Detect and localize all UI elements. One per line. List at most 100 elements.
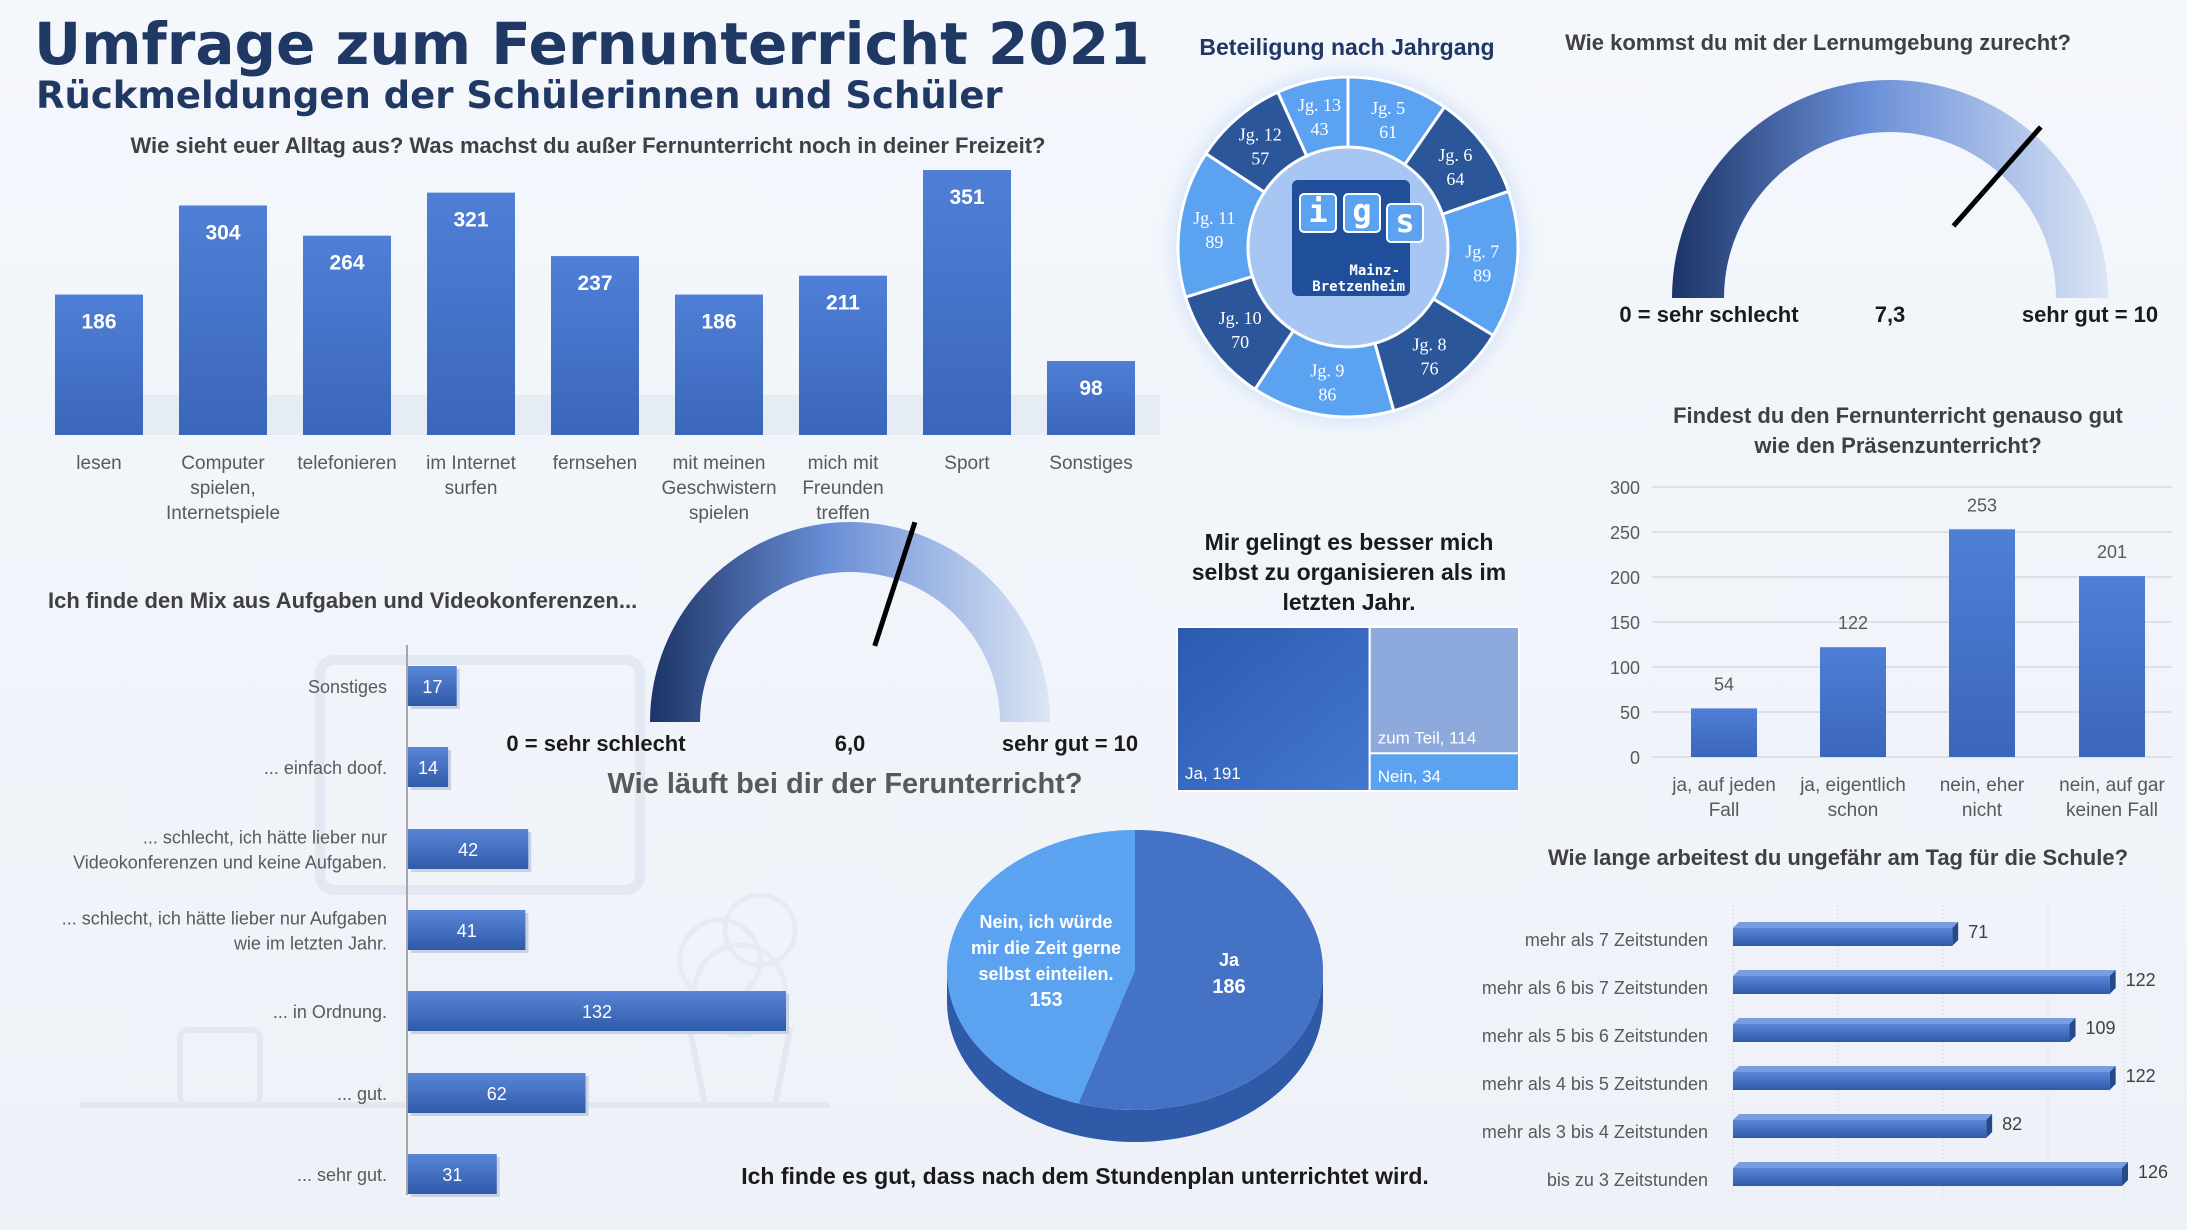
category-label: Sonstiges xyxy=(308,677,387,697)
category-label: mich mit Freunden treffen xyxy=(802,453,883,524)
treemap-label: Ja, 191 xyxy=(1185,764,1241,783)
treemap-label: Nein, 34 xyxy=(1378,767,1441,786)
slice-value: 57 xyxy=(1251,148,1269,168)
bar-value-label: 54 xyxy=(1714,674,1734,694)
chart-lernumgebung-gauge: 0 = sehr schlecht 7,3 sehr gut = 10 Wie kom… xyxy=(1565,30,2158,327)
bar-3 xyxy=(427,192,515,435)
bar-value-label: 253 xyxy=(1967,495,1997,515)
bar-end xyxy=(2109,970,2116,994)
bar-value-label: 62 xyxy=(487,1084,507,1104)
bar-5 xyxy=(408,1073,586,1113)
chart-title: Wie lange arbeitest du ungefähr am Tag f… xyxy=(1548,845,2128,870)
bar-2 xyxy=(1949,529,2015,757)
treemap-label: zum Teil, 114 xyxy=(1378,728,1477,747)
bar-0 xyxy=(1691,708,1757,757)
bar-value-label: 264 xyxy=(329,252,364,275)
category-label: ... sehr gut. xyxy=(297,1165,387,1185)
category-label: ... in Ordnung. xyxy=(273,1002,387,1022)
gauge-needle xyxy=(1951,125,2043,228)
gauge-arc xyxy=(650,522,1050,722)
y-tick-label: 100 xyxy=(1610,658,1640,678)
background-illustration xyxy=(80,655,830,1108)
logo-tile xyxy=(1343,193,1381,233)
gauge-min-label: 0 = sehr schlecht xyxy=(1619,302,1799,327)
bar-value-label: 31 xyxy=(442,1165,462,1185)
treemap-nein xyxy=(1368,752,1521,793)
bar-end xyxy=(2109,1066,2116,1090)
bar-value-label: 122 xyxy=(2126,1066,2156,1086)
chart-title: Wie läuft bei dir der Ferunterricht? xyxy=(607,768,1082,800)
bar-value-label: 82 xyxy=(2002,1114,2022,1134)
slice-label: Nein, ich würde mir die Zeit gerne selbst … xyxy=(971,912,1121,984)
bar-1 xyxy=(1820,647,1886,757)
pie-side xyxy=(947,970,1323,1142)
logo-tile xyxy=(1386,203,1424,243)
bar-value-label: 186 xyxy=(701,311,736,334)
chart-title: Findest du den Fernunterricht genauso gu… xyxy=(1673,403,2123,458)
bar-0 xyxy=(1733,928,1953,946)
bar-1 xyxy=(408,747,449,787)
chart-arbeitszeit: Wie lange arbeitest du ungefähr am Tag f… xyxy=(1482,845,2168,1195)
bar-top xyxy=(1733,1066,2116,1072)
donut-slice-8 xyxy=(1275,75,1350,158)
bar-4 xyxy=(551,256,639,435)
bar-value-label: 211 xyxy=(826,292,860,315)
y-tick-label: 50 xyxy=(1620,703,1640,723)
logo-letter: i xyxy=(1308,192,1327,230)
chart-praesenz: Findest du den Fernunterricht genauso gu… xyxy=(1610,403,2172,821)
slice-value: 86 xyxy=(1318,384,1336,404)
gauge-value-label: 7,3 xyxy=(1875,302,1906,327)
slice-label: Jg. 13 xyxy=(1298,95,1341,115)
bar-6 xyxy=(799,275,887,435)
category-label: mehr als 4 bis 5 Zeitstunden xyxy=(1482,1074,1708,1094)
slice-label: Jg. 5 xyxy=(1371,98,1405,118)
bar-value-label: 14 xyxy=(418,758,438,778)
slice-label: Ja xyxy=(1219,950,1240,970)
slice-value: 186 xyxy=(1212,976,1245,998)
category-label: Computer spielen, Internetspiele xyxy=(166,453,280,524)
y-tick-label: 200 xyxy=(1610,568,1640,588)
gauge-arc xyxy=(1672,80,2108,298)
bar-1 xyxy=(1733,976,2110,994)
bar-value-label: 109 xyxy=(2086,1018,2116,1038)
chart-title: Wie kommst du mit der Lernumgebung zurec… xyxy=(1565,30,2071,55)
logo-letter: g xyxy=(1352,192,1371,230)
slice-value: 43 xyxy=(1310,119,1328,139)
y-tick-label: 250 xyxy=(1610,523,1640,543)
category-label: mit meinen Geschwistern spielen xyxy=(661,453,776,524)
category-label: lesen xyxy=(76,453,121,474)
category-label: ja, auf jeden Fall xyxy=(1671,775,1776,821)
logo-school-line1: Mainz- xyxy=(1349,263,1400,279)
category-label: Sonstiges xyxy=(1049,453,1132,474)
gauge-value-label: 6,0 xyxy=(835,731,866,756)
category-label: im Internet surfen xyxy=(426,453,516,499)
bar-top xyxy=(1733,922,1959,928)
category-label: fernsehen xyxy=(553,453,638,474)
slice-label: Jg. 8 xyxy=(1412,335,1446,355)
category-label: mehr als 7 Zeitstunden xyxy=(1525,930,1708,950)
chart-selbstorganisation: Mir gelingt es besser mich selbst zu orga… xyxy=(1176,529,1521,793)
bar-4 xyxy=(408,991,786,1031)
chart-freizeit: Wie sieht euer Alltag aus? Was machst du… xyxy=(55,133,1160,524)
slice-value: 70 xyxy=(1231,332,1249,352)
bar-value-label: 186 xyxy=(81,311,116,334)
category-label: mehr als 5 bis 6 Zeitstunden xyxy=(1482,1026,1708,1046)
bar-4 xyxy=(1733,1120,1987,1138)
logo-tile xyxy=(1299,193,1337,233)
category-label: bis zu 3 Zeitstunden xyxy=(1547,1170,1708,1190)
chart-stundenplan: Ja 186 Nein, ich würde mir die Zeit gerne se… xyxy=(741,830,1429,1189)
chart-fernunterricht-gauge: 0 = sehr schlecht 6,0 sehr gut = 10 Wie läu… xyxy=(506,521,1138,800)
category-label: ... schlecht, ich hätte lieber nur Aufga… xyxy=(62,909,387,954)
chart-title: Ich finde es gut, dass nach dem Stundenp… xyxy=(741,1163,1429,1189)
treemap-zum-teil xyxy=(1368,626,1521,755)
pie-slice-ja xyxy=(1078,830,1323,1110)
slice-label: Jg. 12 xyxy=(1239,124,1282,144)
category-label: nein, eher nicht xyxy=(1940,775,2025,821)
bar-value-label: 304 xyxy=(205,221,240,244)
bar-top xyxy=(1733,1018,2076,1024)
bar-value-label: 98 xyxy=(1079,377,1103,400)
slice-value: 153 xyxy=(1029,989,1062,1011)
page-title: Umfrage zum Fernunterricht 2021 xyxy=(34,10,1149,78)
bar-end xyxy=(2069,1018,2076,1042)
